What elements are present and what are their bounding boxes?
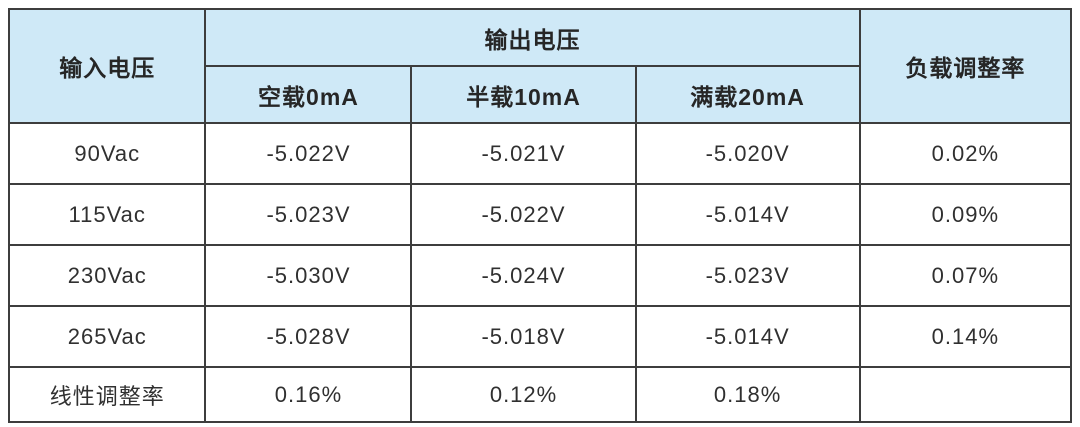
header-full-load-20ma: 满载20mA bbox=[634, 65, 861, 124]
table-cell: 0.16% bbox=[204, 366, 413, 423]
voltage-measurement-table: 输入电压 输出电压 负载调整率 空载0mA 半载10mA 满载20mA 90Va… bbox=[7, 8, 1073, 423]
table-cell: -5.023V bbox=[204, 183, 413, 246]
header-load-regulation: 负载调整率 bbox=[858, 8, 1073, 124]
table-cell: -5.022V bbox=[410, 183, 637, 246]
table-cell: -5.028V bbox=[204, 305, 413, 368]
table-cell: 0.02% bbox=[858, 122, 1073, 185]
table-cell: -5.021V bbox=[410, 122, 637, 185]
table-cell: -5.030V bbox=[204, 244, 413, 307]
table-row: 115Vac -5.023V -5.022V -5.014V 0.09% bbox=[7, 183, 1073, 246]
header-no-load-0ma: 空载0mA bbox=[204, 65, 413, 124]
table-cell: 0.18% bbox=[634, 366, 861, 423]
header-input-voltage: 输入电压 bbox=[7, 8, 207, 124]
table-cell: -5.014V bbox=[634, 183, 861, 246]
table-row: 265Vac -5.028V -5.018V -5.014V 0.14% bbox=[7, 305, 1073, 368]
table-row-line-regulation: 线性调整率 0.16% 0.12% 0.18% bbox=[7, 366, 1073, 423]
header-output-voltage: 输出电压 bbox=[204, 8, 861, 67]
table-cell: -5.014V bbox=[634, 305, 861, 368]
table-row: 90Vac -5.022V -5.021V -5.020V 0.02% bbox=[7, 122, 1073, 185]
table-cell: -5.020V bbox=[634, 122, 861, 185]
table-cell: -5.023V bbox=[634, 244, 861, 307]
table-cell: 0.07% bbox=[858, 244, 1073, 307]
table-cell: 0.09% bbox=[858, 183, 1073, 246]
row-label: 230Vac bbox=[7, 244, 207, 307]
table-cell: -5.024V bbox=[410, 244, 637, 307]
table-cell: -5.022V bbox=[204, 122, 413, 185]
table-cell: 0.14% bbox=[858, 305, 1073, 368]
row-label: 265Vac bbox=[7, 305, 207, 368]
table-cell-empty bbox=[858, 366, 1073, 423]
header-half-load-10ma: 半载10mA bbox=[410, 65, 637, 124]
table-cell: 0.12% bbox=[410, 366, 637, 423]
row-label: 90Vac bbox=[7, 122, 207, 185]
table-row: 230Vac -5.030V -5.024V -5.023V 0.07% bbox=[7, 244, 1073, 307]
row-label: 线性调整率 bbox=[7, 366, 207, 423]
table-cell: -5.018V bbox=[410, 305, 637, 368]
row-label: 115Vac bbox=[7, 183, 207, 246]
